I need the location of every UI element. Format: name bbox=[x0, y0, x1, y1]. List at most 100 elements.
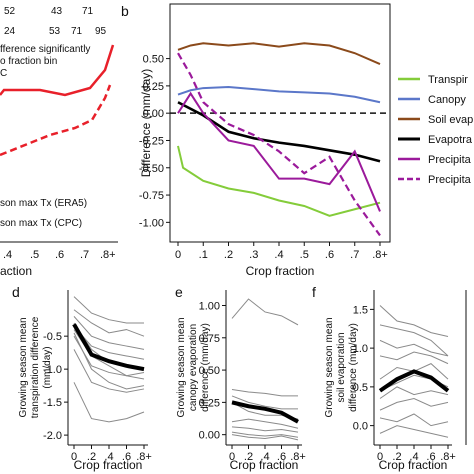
series-line bbox=[177, 145, 381, 217]
mean-line bbox=[72, 323, 145, 372]
x-tick-label: .6 bbox=[122, 451, 131, 463]
y-axis-label-line: transpiration difference bbox=[30, 316, 41, 418]
y-axis-label: Difference (mm/day) bbox=[139, 69, 153, 177]
y-axis-label-line: difference (mm/day) bbox=[200, 323, 211, 412]
member-line bbox=[379, 425, 449, 438]
member-line bbox=[73, 382, 145, 423]
ticks-e: 1.00 0.75 0.50 0.25 0.00 0 .2 .4 .6 .8+ bbox=[199, 301, 306, 464]
count-label: 71 bbox=[82, 6, 94, 17]
x-tick-label: .3 bbox=[249, 249, 258, 261]
member-line bbox=[231, 418, 299, 429]
panel-e: e 1.00 0.75 0.50 0.25 0.00 0 .2 .4 .6 .8+ Growing… bbox=[175, 284, 306, 472]
x-axis-label: Crop fraction bbox=[230, 458, 299, 472]
x-tick-label: .1 bbox=[199, 249, 208, 261]
member-line bbox=[379, 386, 449, 399]
y-tick-label: 0.00 bbox=[199, 430, 220, 442]
x-tick-label: .8+ bbox=[440, 451, 456, 463]
panel-letter-d: d bbox=[12, 284, 20, 300]
y-tick-label: 0.00 bbox=[143, 108, 164, 120]
member-line bbox=[379, 339, 449, 357]
x-tick-label: 0 bbox=[175, 249, 181, 261]
cpc-line bbox=[0, 84, 112, 157]
series-line bbox=[177, 91, 381, 212]
x-tick-label: .2 bbox=[87, 451, 96, 463]
member-line bbox=[379, 413, 449, 427]
y-tick-label: -2.0 bbox=[43, 430, 62, 442]
annotation-line: C bbox=[0, 68, 7, 79]
series-group-b bbox=[170, 42, 390, 237]
count-label: 52 bbox=[4, 6, 16, 17]
x-axis-label: Crop fraction bbox=[74, 458, 143, 472]
series-group-f bbox=[378, 305, 450, 438]
legend-label: Canopy bbox=[428, 94, 466, 106]
member-line bbox=[379, 305, 449, 337]
x-tick-label: .6 bbox=[277, 451, 286, 463]
member-line bbox=[231, 298, 299, 326]
member-line bbox=[231, 434, 299, 441]
y-axis-label: Growing season meantranspiration differe… bbox=[18, 316, 53, 418]
y-tick-label: -1.00 bbox=[139, 217, 164, 229]
member-line bbox=[231, 388, 298, 397]
member-line bbox=[73, 296, 144, 324]
y-axis-label-line: difference (mm/day) bbox=[348, 323, 359, 412]
member-line bbox=[231, 395, 298, 410]
x-tick-label: .4 bbox=[3, 249, 12, 261]
y-tick-label: 0.25 bbox=[199, 397, 220, 409]
member-line bbox=[73, 316, 145, 350]
y-tick-label: -1.0 bbox=[43, 364, 62, 376]
legend-label: Evapotra bbox=[428, 134, 473, 146]
ticks-f: 1.5 1.0 0.5 0.0 0 .2 .4 .6 .8+ bbox=[353, 304, 456, 463]
y-tick-label: 1.00 bbox=[199, 301, 220, 313]
x-tick-label: .2 bbox=[224, 249, 233, 261]
series-line bbox=[177, 85, 381, 104]
y-tick-label: 1.5 bbox=[353, 304, 368, 316]
y-axis-label: Growing season meansoil evaporationdiffe… bbox=[324, 317, 359, 417]
y-tick-label: -1.5 bbox=[43, 397, 62, 409]
y-tick-label: 0.50 bbox=[143, 54, 164, 66]
count-label: 71 bbox=[71, 26, 83, 37]
panel-letter-f: f bbox=[312, 284, 316, 300]
member-line bbox=[379, 351, 449, 365]
y-tick-label: -0.50 bbox=[139, 163, 164, 175]
x-tick-label: .2 bbox=[244, 451, 253, 463]
era5-line bbox=[0, 44, 115, 97]
series-group-d bbox=[72, 296, 145, 423]
panel-d: d -0.5 -1.0 -1.5 -2.0 0 .2 .4 .6 .8+ Growing sea… bbox=[12, 284, 152, 472]
x-tick-label: .7 bbox=[350, 249, 359, 261]
x-tick-label: .6 bbox=[55, 249, 64, 261]
y-axis-label: Growing season meancanopy evaporationdif… bbox=[176, 317, 211, 417]
x-tick-label: .4 bbox=[260, 451, 269, 463]
legend-label: Precipita bbox=[428, 174, 472, 186]
legend-label: Transpir bbox=[428, 74, 468, 86]
x-tick-label: .8+ bbox=[372, 249, 388, 261]
count-label: 95 bbox=[95, 26, 107, 37]
plot-frame-b bbox=[169, 3, 391, 243]
legend-b: Transpir Canopy Soil evap Evapotra Precipita… bbox=[398, 74, 473, 186]
y-tick-label: -0.5 bbox=[43, 331, 62, 343]
x-tick-label: .8+ bbox=[100, 249, 116, 261]
x-tick-label: .6 bbox=[426, 451, 435, 463]
series-line bbox=[177, 52, 381, 237]
y-tick-label: 0.25 bbox=[143, 81, 164, 93]
member-line bbox=[231, 426, 299, 433]
y-axis-label-line: (mm/day) bbox=[42, 346, 53, 388]
legend-entry: son max Tx (CPC) bbox=[0, 218, 82, 229]
ticks-b: 0.50 0.25 0.00 -0.25 -0.50 -0.75 -1.00 0 .1 .2 .3.… bbox=[139, 54, 388, 261]
legend-label: Precipita bbox=[428, 154, 472, 166]
y-axis-label-line: canopy evaporation bbox=[188, 324, 199, 411]
x-tick-label: 0 bbox=[377, 451, 383, 463]
y-tick-label: 0.50 bbox=[199, 365, 220, 377]
legend-entry: son max Tx (ERA5) bbox=[0, 198, 87, 209]
legend-label: Soil evap bbox=[428, 114, 473, 126]
member-line bbox=[73, 309, 145, 337]
panel-letter-b: b bbox=[121, 3, 129, 19]
count-label: 53 bbox=[49, 26, 61, 37]
x-tick-label: .4 bbox=[274, 249, 283, 261]
y-tick-label: 0.0 bbox=[353, 421, 368, 433]
member-line bbox=[73, 349, 145, 393]
x-tick-label: .6 bbox=[325, 249, 334, 261]
y-axis-label-line: Growing season mean bbox=[18, 317, 29, 417]
x-tick-label: 0 bbox=[71, 451, 77, 463]
y-tick-label: -0.25 bbox=[139, 135, 164, 147]
x-tick-label: .8+ bbox=[136, 451, 152, 463]
